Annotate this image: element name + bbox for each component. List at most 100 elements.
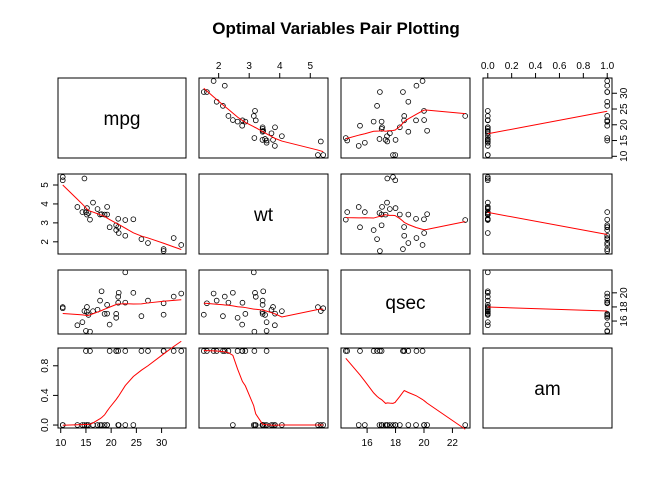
panel-frame: [198, 269, 329, 335]
data-point: [272, 310, 278, 317]
smooth-line: [203, 350, 324, 426]
data-point: [413, 348, 420, 354]
data-point: [374, 103, 380, 109]
data-point: [263, 139, 270, 146]
x-tick-label: 3: [246, 61, 252, 72]
data-point: [484, 117, 491, 123]
data-point: [270, 304, 276, 310]
data-point: [376, 136, 383, 142]
data-point: [484, 113, 491, 119]
data-point: [83, 348, 89, 354]
data-point: [170, 235, 177, 241]
data-point: [357, 224, 363, 231]
data-point: [272, 124, 278, 131]
data-point: [413, 235, 420, 241]
data-point: [484, 177, 491, 184]
panel-mpg-vs-am: [482, 77, 613, 159]
data-point: [355, 422, 362, 428]
x-tick-label: 0.6: [552, 61, 566, 72]
data-point: [484, 297, 491, 304]
data-point: [357, 122, 363, 129]
panel-am-vs-qsec: [340, 347, 471, 430]
data-point: [604, 236, 611, 242]
data-point: [424, 211, 430, 217]
data-point: [115, 348, 122, 354]
y-tick-label: 0.0: [40, 418, 51, 432]
data-point: [421, 216, 427, 223]
data-point: [252, 108, 258, 114]
data-point: [400, 89, 406, 95]
data-point: [106, 224, 113, 231]
data-point: [113, 348, 119, 354]
y-tick-label: 30: [619, 87, 630, 99]
data-point: [344, 348, 351, 354]
data-point: [115, 216, 122, 222]
data-point: [484, 143, 491, 149]
data-point: [604, 209, 611, 215]
data-point: [94, 206, 101, 212]
data-point: [259, 297, 266, 304]
panel-frame: [340, 173, 471, 255]
data-point: [234, 118, 241, 125]
smooth-line: [487, 211, 608, 235]
data-point: [242, 118, 249, 125]
data-point: [413, 117, 419, 124]
data-point: [239, 299, 246, 306]
data-point: [259, 302, 266, 308]
data-point: [401, 232, 408, 239]
data-point: [263, 319, 270, 325]
data-point: [413, 422, 419, 428]
panel-mpg-vs-mpg: mpg: [57, 77, 187, 159]
y-tick-label: 0.8: [40, 358, 51, 372]
data-point: [484, 204, 491, 210]
data-point: [405, 211, 412, 218]
panel-frame: [198, 77, 329, 159]
data-point: [213, 297, 220, 304]
data-point: [378, 118, 385, 125]
data-point: [268, 130, 275, 137]
smooth-line: [345, 214, 466, 231]
data-point: [604, 246, 611, 252]
data-point: [115, 299, 122, 306]
data-point: [145, 348, 151, 354]
data-point: [462, 217, 469, 223]
data-point: [74, 322, 81, 329]
data-point: [344, 209, 351, 215]
data-point: [484, 211, 491, 218]
data-point: [604, 137, 611, 144]
data-point: [104, 310, 110, 317]
panel-qsec-vs-qsec: qsec: [340, 269, 471, 335]
data-point: [252, 293, 259, 300]
data-point: [604, 314, 611, 321]
data-point: [251, 348, 258, 354]
data-point: [376, 422, 383, 428]
data-point: [138, 313, 145, 319]
data-point: [59, 177, 66, 184]
smooth-line: [203, 302, 324, 318]
data-point: [204, 89, 210, 95]
data-point: [279, 133, 285, 139]
data-point: [462, 113, 469, 119]
data-point: [74, 204, 81, 210]
data-point: [379, 422, 385, 428]
data-point: [397, 211, 403, 218]
data-point: [419, 78, 426, 84]
panel-frame: [340, 347, 471, 429]
data-point: [106, 348, 113, 354]
data-point: [59, 305, 66, 312]
data-point: [122, 348, 129, 354]
data-point: [160, 246, 167, 252]
data-point: [239, 348, 246, 354]
data-point: [604, 328, 611, 334]
data-point: [145, 240, 151, 246]
data-point: [97, 422, 103, 428]
data-point: [390, 152, 396, 158]
data-point: [413, 216, 419, 222]
data-point: [230, 289, 236, 296]
data-point: [484, 175, 491, 182]
data-point: [178, 290, 185, 297]
x-tick-label: 4: [277, 61, 283, 72]
data-point: [604, 293, 611, 300]
data-point: [106, 321, 113, 328]
data-point: [225, 299, 232, 306]
